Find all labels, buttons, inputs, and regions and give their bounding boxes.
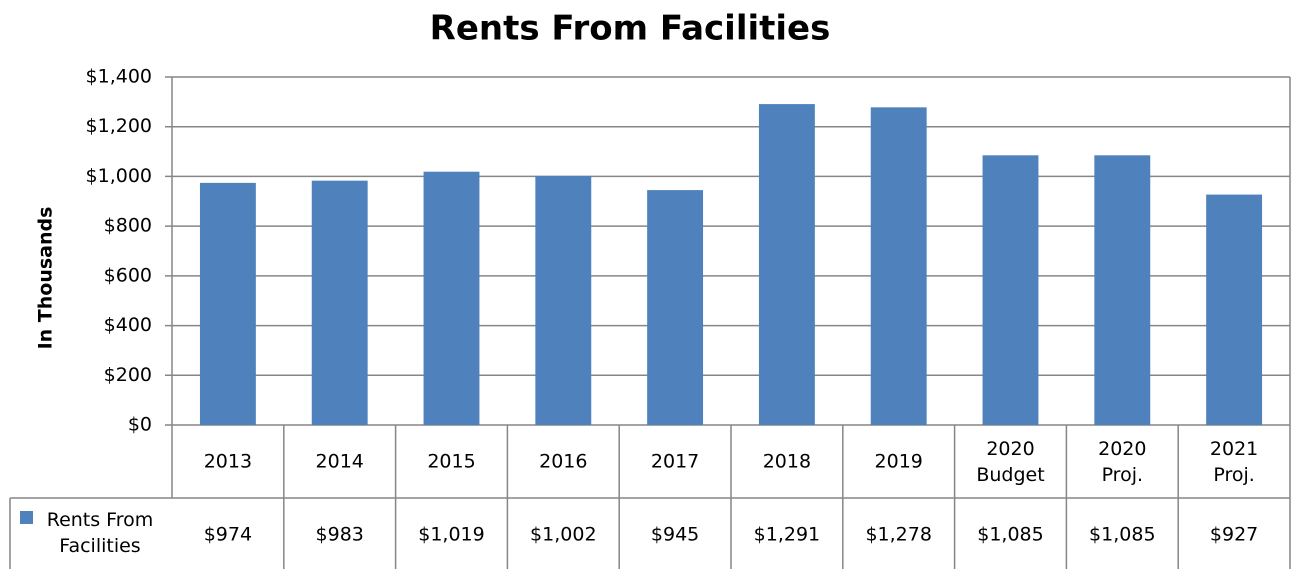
data-table-value: $1,019 [418,524,484,546]
data-table-value: $945 [651,524,699,546]
y-tick-label: $1,000 [86,165,152,187]
legend-label: Rents From Facilities [47,509,154,557]
bar [647,190,704,425]
bar [311,180,368,425]
x-tick-label: 2018 [763,451,811,473]
x-tick-label: 2015 [427,451,475,473]
bar [1094,155,1151,426]
data-table-value: $1,278 [865,524,931,546]
y-tick-label: $200 [104,364,152,386]
bar [870,107,927,425]
y-axis-label: In Thousands [35,207,57,350]
data-table-value: $974 [204,524,252,546]
x-tick-label: 2016 [539,451,587,473]
x-tick-label: 2020 Budget [976,438,1044,486]
y-tick-label: $0 [128,414,152,436]
data-table-value: $983 [316,524,364,546]
x-tick-label: 2019 [875,451,923,473]
data-table-value: $1,085 [977,524,1043,546]
data-table-value: $927 [1210,524,1258,546]
bar [982,155,1039,426]
x-tick-label: 2020 Proj. [1098,438,1146,486]
y-tick-label: $800 [104,215,152,237]
bar [423,171,480,425]
legend-swatch [20,511,33,524]
data-table-value: $1,291 [754,524,820,546]
bar [758,104,815,425]
bar [535,175,592,425]
bar [1206,194,1263,425]
x-tick-label: 2013 [204,451,252,473]
data-table-value: $1,085 [1089,524,1155,546]
x-tick-label: 2017 [651,451,699,473]
y-tick-label: $1,400 [86,66,152,88]
y-tick-label: $600 [104,264,152,286]
x-tick-label: 2014 [316,451,364,473]
chart-title: Rents From Facilities [430,9,831,49]
x-tick-label: 2021 Proj. [1210,438,1258,486]
y-tick-label: $1,200 [86,115,152,137]
y-tick-label: $400 [104,314,152,336]
data-table-value: $1,002 [530,524,596,546]
bar [199,182,256,425]
